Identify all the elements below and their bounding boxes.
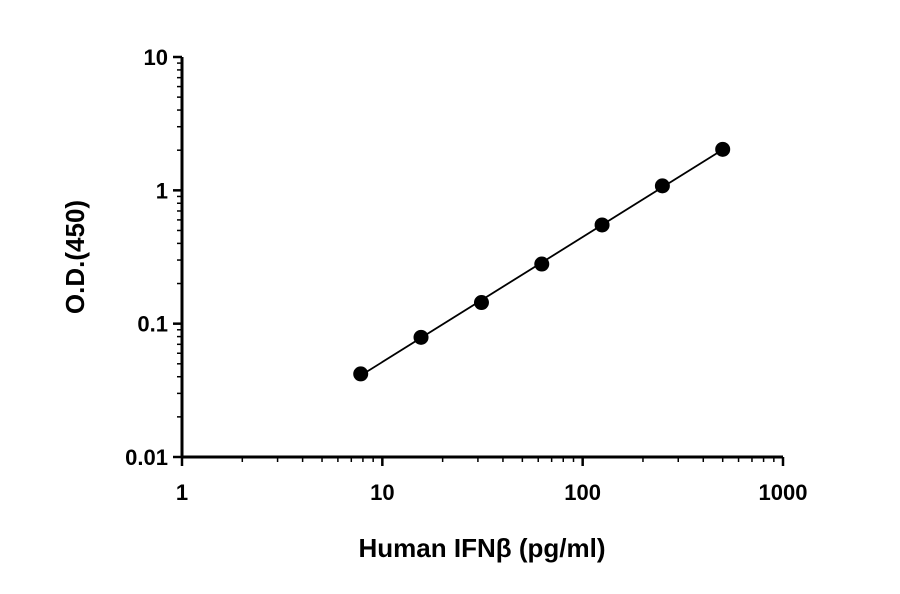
data-points [353,141,731,382]
data-point [534,256,550,272]
axes: 0.01 0.1 1 10 1 10 100 1000 [125,45,807,505]
y-tick-label: 0.01 [125,445,168,470]
x-tick-label: 100 [564,480,601,505]
y-axis-title: O.D.(450) [60,200,90,314]
y-tick-label: 1 [156,178,168,203]
x-axis-title: Human IFNβ (pg/ml) [359,533,606,563]
data-point [353,366,369,382]
x-tick-label: 1000 [759,480,808,505]
data-point [715,141,731,157]
y-tick-label: 0.1 [137,312,168,337]
data-point [473,295,489,311]
y-tick-label: 10 [144,45,168,70]
data-point [413,329,429,345]
x-tick-label: 1 [176,480,188,505]
data-point [654,178,670,194]
x-tick-label: 10 [370,480,394,505]
data-point [594,217,610,233]
